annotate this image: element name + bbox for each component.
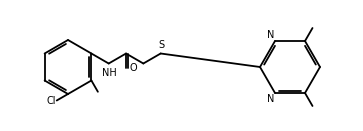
Text: NH: NH: [102, 67, 117, 78]
Text: S: S: [158, 40, 164, 50]
Text: N: N: [267, 30, 274, 40]
Text: Cl: Cl: [46, 95, 56, 105]
Text: O: O: [130, 63, 137, 73]
Text: N: N: [267, 94, 274, 104]
